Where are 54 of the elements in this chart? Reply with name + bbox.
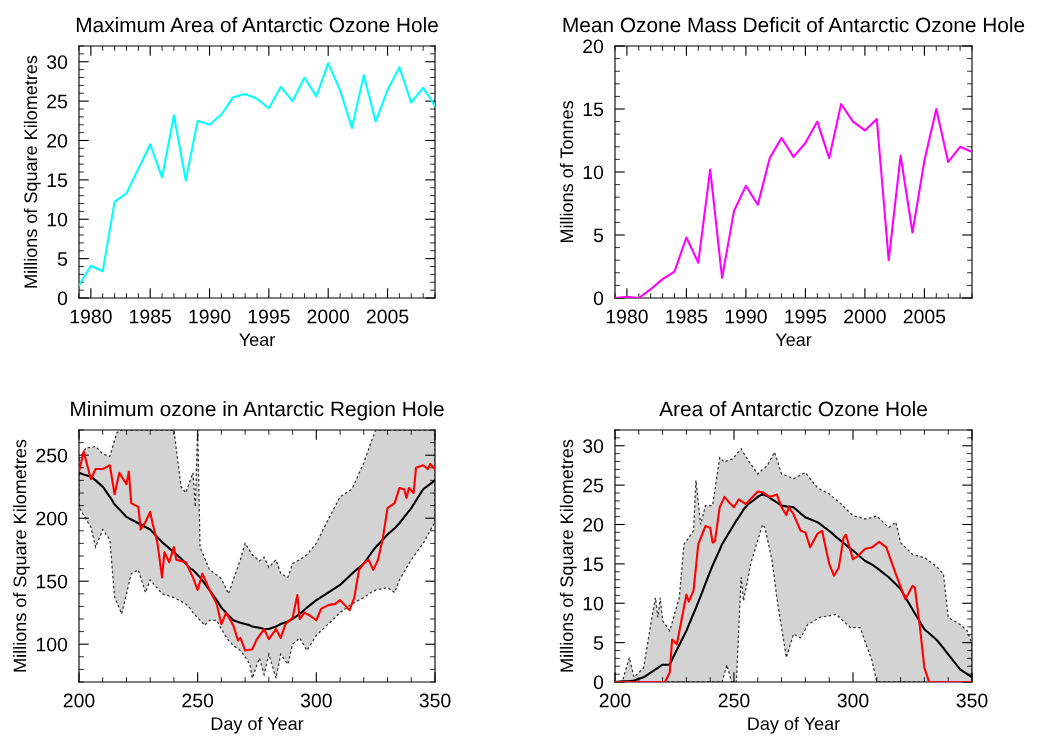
y-axis-title: Millions of Square Kilometres	[23, 55, 41, 288]
y-tick-label: 20	[583, 517, 604, 532]
y-tick-label: 5	[593, 636, 604, 650]
x-tick-label: 2005	[366, 309, 409, 324]
y-tick-label: 10	[583, 596, 604, 611]
chart-title: Area of Antarctic Ozone Hole	[659, 401, 927, 417]
y-axis-title: Millions of Square Kilometres	[559, 439, 577, 672]
x-tick-label: 350	[419, 693, 451, 708]
y-tick-label: 10	[583, 165, 604, 180]
x-axis-title: Year	[775, 333, 812, 347]
chart-title: Mean Ozone Mass Deficit of Antarctic Ozone Hole	[563, 17, 1025, 33]
x-tick-label: 2000	[844, 309, 886, 324]
y-tick-label: 150	[36, 574, 68, 589]
y-tick-label: 25	[47, 94, 68, 109]
y-tick-label: 20	[583, 39, 604, 54]
x-tick-label: 1980	[70, 309, 112, 324]
x-axis-title: Year	[239, 333, 275, 347]
y-tick-label: 0	[593, 291, 604, 306]
y-tick-label: 0	[593, 675, 604, 690]
y-tick-label: 15	[583, 102, 604, 117]
x-axis-title: Day of Year	[211, 716, 304, 734]
y-tick-label: 30	[47, 55, 68, 69]
x-tick-label: 350	[956, 693, 988, 708]
y-tick-label: 10	[47, 212, 68, 227]
x-axis-title: Day of Year	[748, 716, 840, 734]
y-tick-label: 0	[57, 291, 68, 306]
y-tick-label: 25	[583, 478, 604, 493]
line-series	[79, 62, 435, 287]
y-tick-label: 30	[583, 439, 604, 453]
x-tick-label: 250	[182, 693, 214, 708]
x-tick-label: 1990	[725, 309, 767, 324]
x-tick-label: 1985	[666, 309, 708, 324]
y-tick-label: 5	[593, 228, 604, 243]
x-tick-label: 1990	[189, 309, 231, 324]
y-axis-title: Millions of Square Kilometres	[13, 439, 30, 672]
y-tick-label: 15	[47, 173, 68, 188]
y-tick-label: 250	[36, 448, 68, 463]
x-tick-label: 2000	[307, 309, 350, 324]
x-tick-label: 2005	[903, 309, 946, 324]
x-tick-label: 1985	[130, 309, 172, 324]
x-tick-label: 250	[718, 693, 750, 708]
x-tick-label: 1980	[606, 309, 648, 324]
x-tick-label: 1995	[248, 309, 290, 324]
y-tick-label: 20	[47, 133, 68, 148]
y-tick-label: 100	[36, 637, 68, 652]
y-tick-label: 200	[36, 511, 68, 526]
x-tick-label: 300	[300, 693, 332, 708]
x-tick-label: 1995	[785, 309, 827, 324]
y-tick-label: 5	[57, 252, 68, 266]
y-axis-title: Millions of Tonnes	[559, 101, 574, 243]
chart-title: Minimum ozone in Antarctic Region Hole	[71, 401, 444, 421]
y-tick-label: 15	[583, 557, 604, 572]
chart-title: Maximum Area of Antarctic Ozone Hole	[76, 17, 438, 33]
x-tick-label: 300	[837, 693, 869, 708]
